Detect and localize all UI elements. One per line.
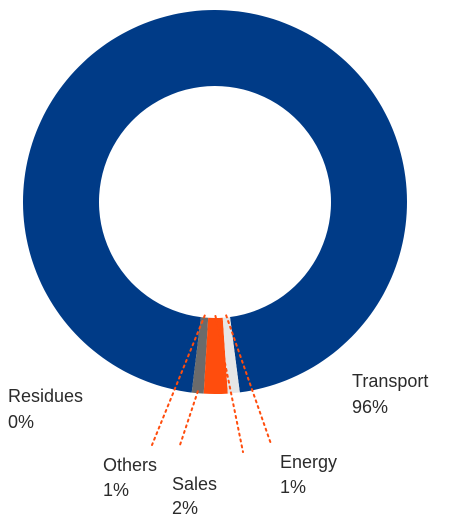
transport-label-name: Transport [352,371,428,391]
slice-label-energy: Energy [280,452,337,472]
residues-label-name: Residues [8,386,83,406]
sales-label-name: Sales [172,474,217,494]
residues-label-value: 0% [8,412,34,432]
slice-transport [22,10,407,393]
slice-value-transport: 96% [352,397,388,417]
others-label-name: Others [103,455,157,475]
slice-others [191,317,209,394]
energy-label-name: Energy [280,452,337,472]
slice-label-others: Others [103,455,157,475]
slice-value-energy: 1% [280,477,306,497]
leader-line-sales [214,314,244,453]
slice-value-residues: 0% [8,412,34,432]
slice-label-transport: Transport [352,371,428,391]
leader-lines [151,314,272,453]
others-label-value: 1% [103,480,129,500]
slice-label-sales: Sales [172,474,217,494]
slice-value-others: 1% [103,480,129,500]
donut-slices [22,10,407,394]
sales-label-value: 2% [172,498,198,515]
slice-label-residues: Residues [8,386,83,406]
slice-value-sales: 2% [172,498,198,515]
energy-label-value: 1% [280,477,306,497]
transport-label-value: 96% [352,397,388,417]
leader-line-others [151,314,206,446]
slice-sales [203,317,228,394]
leader-line-others-outer [179,390,199,446]
leader-line-energy [225,314,272,445]
